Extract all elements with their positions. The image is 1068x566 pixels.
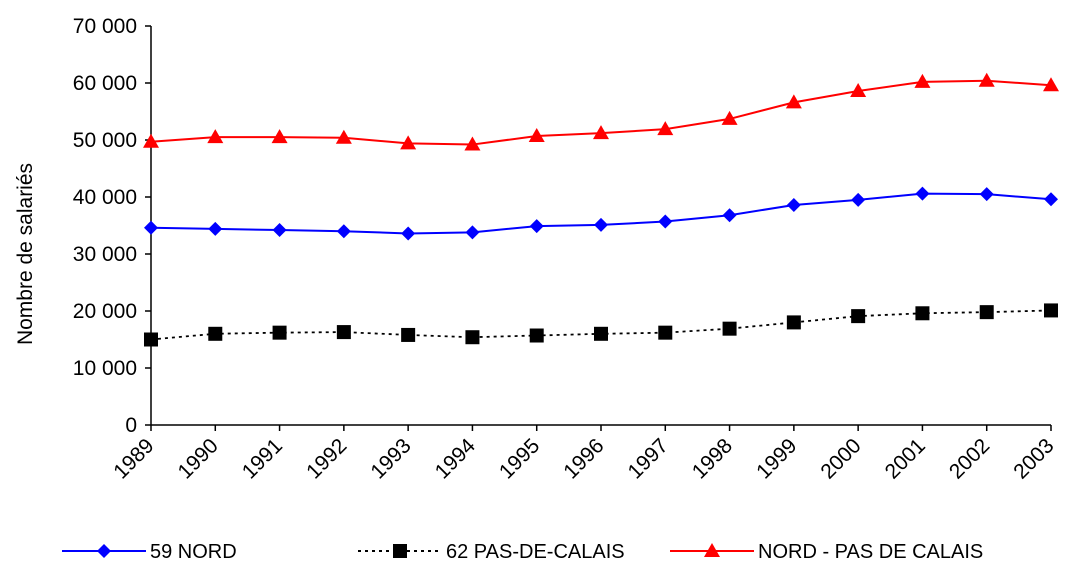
x-axis: 1989 1990 1991 1992 1993 1994 1995 1996 1997 1998…	[109, 424, 1059, 484]
x-tick-label: 1990	[174, 434, 223, 483]
data-point	[657, 121, 674, 136]
series-2	[144, 303, 1058, 347]
data-point	[465, 225, 480, 240]
y-tick-label: 10 000	[73, 357, 137, 380]
data-point	[336, 325, 351, 340]
data-point	[786, 197, 801, 212]
legend-label: NORD - PAS DE CALAIS	[758, 541, 983, 563]
data-point	[528, 128, 545, 143]
legend-marker	[97, 544, 111, 558]
data-point	[271, 129, 288, 144]
y-tick-label: 60 000	[73, 72, 137, 95]
x-tick-label: 1993	[366, 434, 415, 483]
data-point	[144, 220, 158, 235]
data-point	[529, 328, 544, 343]
legend-item: NORD - PAS DE CALAIS	[670, 541, 983, 563]
data-point	[1043, 77, 1059, 92]
data-point	[786, 315, 801, 330]
data-point	[978, 72, 995, 87]
x-tick-label: 1999	[752, 434, 801, 483]
data-point	[401, 226, 416, 241]
x-tick-label: 1992	[302, 434, 351, 483]
data-point	[529, 219, 544, 234]
data-point	[594, 326, 608, 341]
data-point	[914, 73, 931, 88]
data-point	[851, 192, 866, 207]
x-tick-label: 2000	[816, 434, 865, 483]
data-point	[1044, 192, 1058, 207]
legend-label: 62 PAS-DE-CALAIS	[446, 541, 625, 563]
data-point	[272, 325, 287, 340]
y-tick-label: 40 000	[73, 186, 137, 209]
x-tick-label: 1996	[559, 434, 608, 483]
data-point	[658, 214, 673, 229]
series-3	[143, 72, 1059, 151]
x-tick-label: 1997	[624, 434, 673, 483]
series-group	[143, 72, 1059, 347]
legend-item: 62 PAS-DE-CALAIS	[358, 541, 625, 563]
legend-marker	[704, 543, 720, 557]
x-tick-label: 1998	[688, 434, 737, 483]
data-point	[594, 217, 608, 232]
x-tick-label: 2001	[881, 434, 930, 483]
data-point	[979, 305, 994, 320]
data-point	[464, 136, 481, 151]
x-tick-label: 1991	[238, 434, 287, 483]
data-point	[850, 82, 867, 97]
y-tick-label: 0	[125, 414, 137, 437]
data-point	[915, 186, 930, 201]
y-tick-label: 20 000	[73, 300, 137, 323]
x-tick-label: 1989	[109, 434, 158, 483]
data-point	[851, 309, 866, 324]
x-tick-label: 2003	[1009, 434, 1058, 483]
x-tick-label: 1994	[431, 434, 481, 484]
data-point	[722, 208, 737, 223]
data-point	[979, 187, 994, 202]
data-point	[785, 94, 802, 109]
y-tick-label: 30 000	[73, 243, 137, 266]
data-point	[658, 325, 673, 340]
legend-marker	[393, 544, 407, 558]
data-point	[143, 133, 159, 148]
y-tick-label: 70 000	[73, 15, 137, 38]
data-point	[272, 223, 287, 238]
data-point	[721, 110, 738, 125]
data-point	[335, 129, 352, 144]
data-point	[207, 129, 224, 144]
data-point	[208, 221, 223, 236]
data-point	[593, 125, 609, 140]
x-tick-label: 2002	[945, 434, 994, 483]
legend-label: 59 NORD	[150, 541, 237, 563]
y-axis: 0 10 000 20 000 30 000 40 000 50 000 60 000 70 …	[73, 15, 152, 437]
y-axis-title: Nombre de salariés	[14, 163, 37, 345]
data-point	[915, 306, 930, 321]
data-point	[401, 327, 416, 342]
y-tick-label: 50 000	[73, 129, 137, 152]
x-tick-label: 1995	[495, 434, 544, 483]
data-point	[400, 135, 417, 150]
data-point	[336, 224, 351, 239]
data-point	[208, 326, 223, 341]
data-point	[722, 321, 737, 336]
data-point	[144, 332, 158, 347]
data-point	[465, 330, 480, 345]
legend: 59 NORD 62 PAS-DE-CALAIS NORD - PAS DE CAL…	[62, 541, 983, 563]
series-1	[144, 186, 1058, 241]
data-point	[1044, 303, 1058, 318]
legend-item: 59 NORD	[62, 541, 237, 563]
